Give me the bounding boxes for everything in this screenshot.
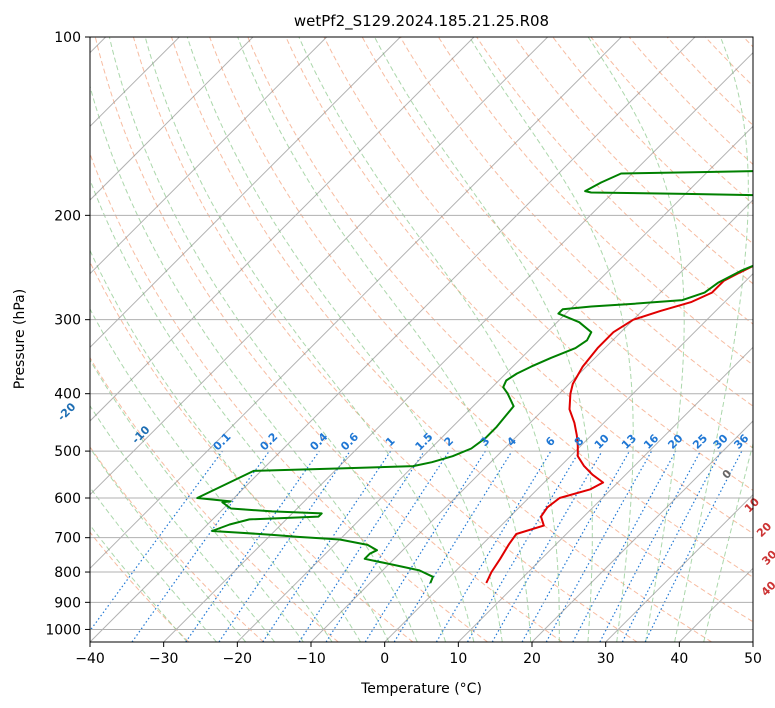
moist-adiabat-line xyxy=(703,441,753,642)
isotherm-line xyxy=(457,346,753,642)
y-tick-label: 600 xyxy=(54,491,81,507)
moist-adiabat-line xyxy=(186,37,503,642)
dry-adiabat-line xyxy=(90,446,264,642)
moist-adiabat-line xyxy=(90,447,247,642)
y-tick-label: 100 xyxy=(54,30,81,46)
mixing-ratio-line xyxy=(262,450,392,642)
mixing-ratio-line xyxy=(521,450,631,642)
mixing-ratio-lines xyxy=(90,450,743,642)
profile-series xyxy=(196,170,753,584)
dewpoint-profile-line xyxy=(196,170,753,584)
isotherm-line xyxy=(163,51,753,642)
dry-adiabat-line xyxy=(94,37,563,642)
x-axis-ticks: −40 −30 −20 −10 0 10 20 30 40 50 xyxy=(75,642,762,667)
x-tick-label: −10 xyxy=(296,651,326,667)
mixing-ratio-line xyxy=(393,450,513,642)
y-axis-label: Pressure (hPa) xyxy=(12,289,28,389)
y-axis-ticks: 100 200 300 400 500 600 700 800 900 1000 xyxy=(45,30,90,638)
y-tick-label: 400 xyxy=(54,387,81,403)
isotherm-line xyxy=(90,37,696,642)
dry-adiabats xyxy=(90,37,753,642)
dry-adiabat-line xyxy=(285,37,753,535)
isotherm-line xyxy=(90,37,254,201)
isotherm-line xyxy=(605,493,753,642)
x-tick-label: −40 xyxy=(75,651,105,667)
y-tick-label: 1000 xyxy=(45,622,81,638)
y-tick-label: 500 xyxy=(54,444,81,460)
x-tick-label: 20 xyxy=(523,651,541,667)
mixing-ratio-line xyxy=(545,450,653,642)
y-tick-label: 700 xyxy=(54,531,81,547)
isotherm-line xyxy=(310,199,753,642)
x-tick-label: 40 xyxy=(670,651,688,667)
y-tick-label: 800 xyxy=(54,565,81,581)
mixing-ratio-line xyxy=(185,450,320,642)
isotherm-line xyxy=(90,37,622,570)
chart-title: wetPf2_S129.2024.185.21.25.R08 xyxy=(294,12,549,31)
isotherm-line xyxy=(236,125,753,642)
plot-area: -100-90-80-70-60-50-40-30-20-100.10.20.4… xyxy=(0,30,775,667)
mixing-ratio-line xyxy=(90,450,223,632)
moist-adiabat-line xyxy=(374,37,593,642)
isotherm-line xyxy=(90,37,401,349)
dry-adiabat-line xyxy=(361,37,753,449)
mixing-ratio-line xyxy=(572,450,677,642)
x-tick-label: 0 xyxy=(380,651,389,667)
dry-adiabat-line xyxy=(90,531,190,642)
isotherm-line xyxy=(384,272,753,642)
temperature-profile-line xyxy=(485,264,753,584)
mixing-ratio-line xyxy=(218,450,351,642)
y-tick-label: 900 xyxy=(54,595,81,611)
isotherm-line xyxy=(531,420,753,642)
moist-adiabat-line xyxy=(674,37,749,642)
x-tick-label: 50 xyxy=(744,651,762,667)
isotherms xyxy=(90,37,753,642)
plot-frame xyxy=(89,36,754,643)
dry-adiabat-line xyxy=(437,37,753,366)
x-tick-label: 10 xyxy=(449,651,467,667)
x-tick-label: −20 xyxy=(223,651,253,667)
isotherm-line xyxy=(90,37,328,275)
dry-adiabat-line xyxy=(323,37,753,491)
y-tick-label: 300 xyxy=(54,313,81,329)
dry-adiabat-line xyxy=(209,37,753,623)
dry-adiabat-line xyxy=(171,37,712,642)
moist-adiabat-line xyxy=(587,37,685,642)
dry-adiabat-line xyxy=(247,37,753,578)
dry-adiabat-line xyxy=(399,37,753,407)
y-tick-label: 200 xyxy=(54,208,81,224)
mixing-ratio-line xyxy=(298,450,425,642)
dry-adiabat-line xyxy=(132,37,638,642)
mixing-ratio-line xyxy=(131,450,270,642)
mixing-ratio-line xyxy=(644,450,743,642)
moist-adiabat-line xyxy=(90,178,390,642)
dry-adiabat-line xyxy=(90,356,339,642)
moist-adiabat-line xyxy=(108,37,446,642)
mixing-ratio-line xyxy=(325,450,450,642)
isotherm-line xyxy=(90,37,475,422)
moist-adiabat-line xyxy=(90,404,275,642)
x-tick-label: −30 xyxy=(149,651,179,667)
moist-adiabat-line xyxy=(144,37,475,642)
moist-adiabat-line xyxy=(90,358,304,642)
isotherm-line xyxy=(90,37,549,496)
x-tick-label: 30 xyxy=(597,651,615,667)
dry-adiabat-line xyxy=(90,152,488,642)
moist-adiabat-line xyxy=(90,308,333,642)
dry-adiabat-line xyxy=(514,37,753,285)
x-axis-label: Temperature (°C) xyxy=(360,681,482,697)
